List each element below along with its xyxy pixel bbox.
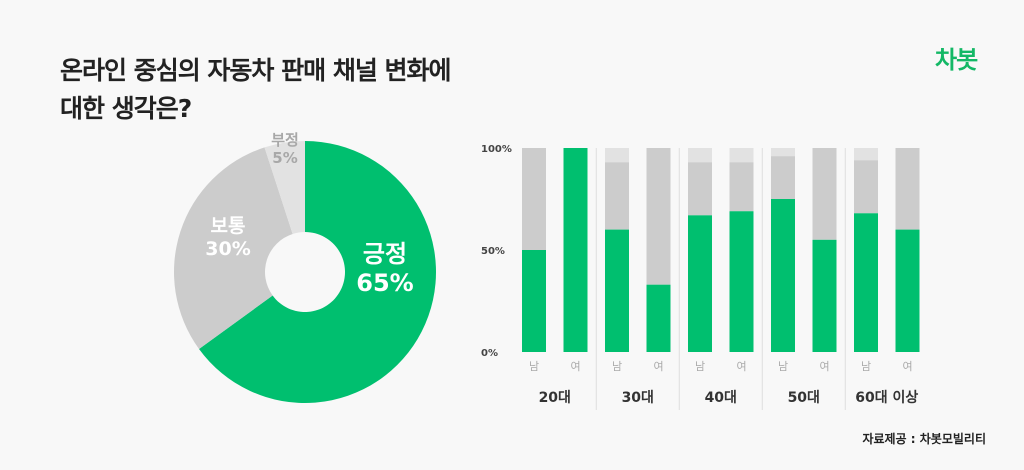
source-note: 자료제공 : 차봇모빌리티 [862, 432, 986, 446]
bar-positive [563, 148, 588, 352]
bar-negative [854, 148, 878, 161]
pie-slice-0 [199, 141, 436, 404]
bar-neutral [729, 162, 754, 212]
group-label: 60대 이상 [855, 389, 918, 406]
pie-value-2: 5% [272, 149, 297, 167]
gender-label: 남 [778, 360, 788, 373]
bar-positive [854, 213, 878, 352]
bar-neutral [854, 160, 878, 214]
group-label: 40대 [705, 390, 737, 406]
y-tick-label: 100% [481, 144, 512, 155]
pie-label-2: 부정 [271, 131, 299, 149]
group-label: 50대 [788, 390, 820, 406]
bar-negative [688, 148, 712, 163]
group-label: 30대 [622, 390, 654, 406]
gender-label: 여 [736, 360, 746, 373]
pie-label-0: 긍정 [363, 240, 407, 268]
bar-neutral [895, 148, 920, 230]
gender-label: 여 [902, 360, 912, 373]
bar-negative [729, 148, 754, 163]
y-tick-label: 0% [481, 348, 498, 359]
pie-label-1: 보통 [211, 215, 246, 237]
gender-label: 여 [819, 360, 829, 373]
bar-negative [771, 148, 795, 157]
bar-negative [605, 148, 629, 163]
gender-label: 남 [529, 360, 539, 373]
bar-positive [605, 229, 629, 352]
bar-neutral [812, 148, 837, 240]
pie-slice-1 [173, 147, 293, 349]
bar-positive [812, 239, 837, 352]
group-label: 20대 [539, 390, 571, 406]
pie-value-0: 65% [356, 269, 413, 297]
bar-positive [771, 199, 795, 352]
bar-neutral [688, 162, 712, 216]
gender-label: 남 [861, 360, 871, 373]
bar-positive [522, 250, 546, 352]
bar-positive [646, 284, 671, 352]
bar-positive [729, 211, 754, 352]
bar-neutral [605, 162, 629, 230]
pie-slice-2 [264, 141, 305, 234]
gender-label: 여 [653, 360, 663, 373]
gender-label: 남 [695, 360, 705, 373]
gender-label: 여 [570, 360, 580, 373]
bar-neutral [646, 148, 671, 285]
y-tick-label: 50% [481, 246, 505, 257]
title-line-1: 온라인 중심의 자동차 판매 채널 변화에 [60, 56, 452, 85]
bar-positive [688, 215, 712, 352]
bar-neutral [522, 148, 546, 250]
bar-positive [895, 229, 920, 352]
pie-value-1: 30% [205, 238, 250, 260]
title-line-2: 대한 생각은? [60, 94, 192, 123]
gender-label: 남 [612, 360, 622, 373]
chabot-logo: 차봇 [935, 46, 978, 74]
bar-neutral [771, 156, 795, 199]
